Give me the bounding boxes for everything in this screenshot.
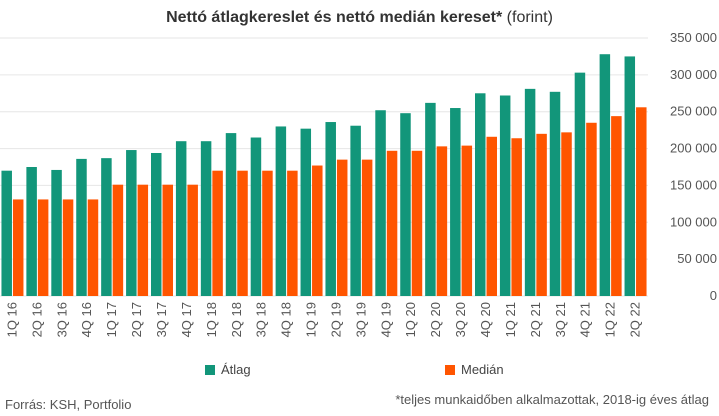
- bar-atlag[interactable]: [26, 167, 37, 296]
- x-tick-label: 2Q 22: [628, 302, 643, 337]
- bar-atlag[interactable]: [300, 128, 312, 296]
- x-tick-label: 4Q 20: [478, 302, 493, 337]
- bar-median[interactable]: [361, 159, 373, 296]
- bar-median[interactable]: [511, 138, 522, 296]
- chart-title: Nettó átlagkereslet és nettó medián kere…: [0, 9, 719, 27]
- x-tick-label: 1Q 20: [403, 302, 418, 337]
- x-tick-label: 1Q 17: [104, 302, 119, 337]
- x-tick-label: 1Q 18: [204, 302, 219, 337]
- y-tick-label: 100 000: [670, 214, 717, 229]
- bar-median[interactable]: [411, 150, 423, 296]
- y-tick-label: 250 000: [670, 104, 717, 119]
- legend-label-atlag: Átlag: [221, 362, 251, 377]
- bar-atlag[interactable]: [275, 126, 287, 296]
- y-tick-label: 200 000: [670, 141, 717, 156]
- bar-median[interactable]: [187, 184, 198, 296]
- bar-atlag[interactable]: [126, 150, 137, 296]
- x-tick-label: 2Q 18: [229, 302, 244, 337]
- x-tick-label: 4Q 21: [578, 302, 593, 337]
- legend-item-median[interactable]: Medián: [445, 362, 504, 377]
- bar-atlag[interactable]: [375, 110, 386, 297]
- bar-atlag[interactable]: [1, 170, 12, 296]
- bar-atlag[interactable]: [101, 158, 112, 296]
- bar-median[interactable]: [237, 170, 248, 296]
- bar-median[interactable]: [536, 133, 547, 296]
- bar-median[interactable]: [486, 136, 498, 296]
- bar-median[interactable]: [87, 199, 99, 296]
- chart-title-main: Nettó átlagkereslet és nettó medián kere…: [166, 9, 503, 26]
- bar-median[interactable]: [586, 122, 597, 297]
- bar-median[interactable]: [112, 184, 124, 296]
- x-tick-label: 1Q 16: [4, 302, 19, 337]
- bar-median[interactable]: [386, 150, 398, 296]
- legend-swatch-atlag: [205, 364, 215, 375]
- x-tick-label: 2Q 21: [528, 302, 543, 337]
- x-tick-label: 1Q 21: [503, 302, 518, 337]
- legend-item-atlag[interactable]: Átlag: [205, 362, 251, 377]
- legend-swatch-median: [445, 364, 455, 375]
- bar-median[interactable]: [137, 184, 149, 296]
- x-tick-label: 3Q 16: [54, 302, 69, 337]
- x-tick-label: 4Q 17: [179, 302, 194, 337]
- x-tick-label: 2Q 16: [29, 302, 44, 337]
- source-text: Forrás: KSH, Portfolio: [5, 397, 132, 412]
- bar-atlag[interactable]: [524, 88, 536, 296]
- x-tick-label: 1Q 19: [304, 302, 319, 337]
- bar-median[interactable]: [262, 170, 273, 296]
- bar-atlag[interactable]: [400, 113, 411, 296]
- bar-atlag[interactable]: [200, 141, 212, 296]
- bar-atlag[interactable]: [574, 72, 586, 296]
- x-tick-label: 3Q 21: [553, 302, 568, 337]
- y-tick-label: 350 000: [670, 30, 717, 45]
- x-tick-label: 2Q 17: [129, 302, 144, 337]
- x-tick-label: 2Q 19: [328, 302, 343, 337]
- x-tick-label: 4Q 18: [279, 302, 294, 337]
- bar-atlag[interactable]: [76, 158, 87, 296]
- bar-atlag[interactable]: [175, 141, 187, 296]
- bar-median[interactable]: [461, 145, 473, 296]
- x-tick-label: 4Q 19: [378, 302, 393, 337]
- x-tick-label: 3Q 20: [453, 302, 468, 337]
- x-tick-label: 4Q 16: [79, 302, 94, 337]
- bar-atlag[interactable]: [151, 152, 162, 296]
- bar-median[interactable]: [611, 116, 622, 296]
- legend-label-median: Medián: [461, 362, 504, 377]
- bar-median[interactable]: [336, 159, 348, 296]
- bar-median[interactable]: [436, 146, 448, 296]
- bar-median[interactable]: [561, 132, 572, 296]
- bar-atlag[interactable]: [425, 102, 436, 297]
- bar-median[interactable]: [312, 165, 323, 296]
- bar-median[interactable]: [37, 199, 49, 296]
- x-tick-label: 3Q 17: [154, 302, 169, 337]
- bar-median[interactable]: [636, 107, 647, 296]
- x-tick-label: 3Q 19: [353, 302, 368, 337]
- bar-atlag[interactable]: [325, 122, 336, 296]
- footnote-text: *teljes munkaidőben alkalmazottak, 2018-…: [395, 392, 709, 407]
- y-tick-label: 0: [710, 288, 717, 303]
- x-tick-label: 1Q 22: [603, 302, 618, 337]
- y-tick-label: 300 000: [670, 67, 717, 82]
- bar-atlag[interactable]: [450, 108, 461, 297]
- bar-median[interactable]: [12, 199, 24, 296]
- bar-atlag[interactable]: [250, 137, 262, 296]
- bar-atlag[interactable]: [350, 125, 361, 296]
- bar-median[interactable]: [287, 170, 298, 296]
- bar-median[interactable]: [212, 170, 223, 296]
- bar-atlag[interactable]: [499, 95, 511, 296]
- x-tick-label: 3Q 18: [254, 302, 269, 337]
- bar-atlag[interactable]: [549, 91, 561, 296]
- chart-title-unit: (forint): [502, 9, 553, 26]
- y-tick-label: 50 000: [677, 251, 717, 266]
- bar-atlag[interactable]: [225, 133, 237, 296]
- x-tick-label: 2Q 20: [428, 302, 443, 337]
- bar-median[interactable]: [162, 184, 174, 296]
- y-tick-label: 150 000: [670, 177, 717, 192]
- bar-atlag[interactable]: [51, 169, 62, 296]
- bar-atlag[interactable]: [475, 93, 486, 297]
- bar-atlag[interactable]: [624, 56, 636, 296]
- bar-atlag[interactable]: [599, 54, 611, 296]
- bar-median[interactable]: [62, 199, 74, 296]
